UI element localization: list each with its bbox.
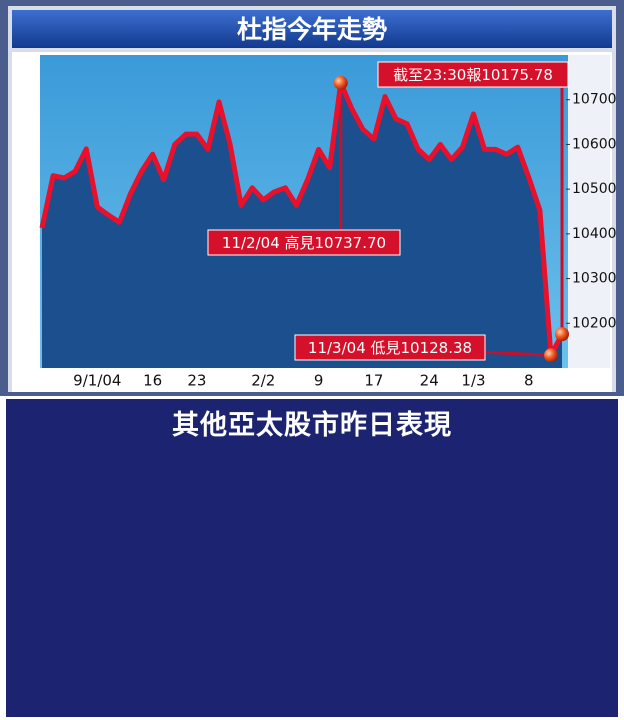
connector	[479, 350, 552, 357]
title-bar	[12, 10, 612, 48]
y-tick-label: 10700	[572, 92, 617, 108]
y-tick-label: 10600	[572, 136, 617, 152]
annotation-box	[377, 61, 569, 88]
annotation-box	[294, 334, 486, 361]
annotation: 截至23:30報10175.78	[393, 66, 553, 84]
annotation: 11/3/04 低見10128.38	[308, 339, 472, 357]
annotation: 11/2/04 高見10737.70	[222, 234, 386, 252]
x-tick-label: 1/3	[461, 372, 485, 390]
point-marker	[555, 327, 569, 342]
axis-area	[568, 55, 610, 368]
table-title: 其他亞太股市昨日表現	[172, 410, 452, 441]
line	[39, 80, 565, 358]
x-tick-label: 9	[314, 372, 324, 390]
x-tick-label: 17	[364, 372, 383, 390]
annotation-box	[207, 229, 401, 256]
y-tick-label: 10400	[572, 226, 617, 242]
y-tick-label: 10500	[572, 181, 617, 197]
y-tick-label: 10300	[572, 271, 617, 287]
x-tick-label: 8	[524, 372, 534, 390]
x-tick-label: 24	[420, 372, 439, 390]
y-tick-label: 10200	[572, 315, 617, 331]
point-marker	[543, 348, 558, 363]
point-marker	[333, 75, 348, 90]
x-tick-label: 9/1/04	[73, 372, 121, 390]
chart-title: 杜指今年走勢	[237, 15, 387, 44]
chart: 收 報變化泰國證交所指數695.08－1.79%香港恒生指數12932.23－0…	[0, 0, 624, 396]
x-tick-label: 2/2	[251, 372, 275, 390]
x-tick-label: 23	[187, 372, 206, 390]
table-panel: 其他亞太股市昨日表現	[6, 399, 618, 717]
x-tick-label: 16	[143, 372, 162, 390]
